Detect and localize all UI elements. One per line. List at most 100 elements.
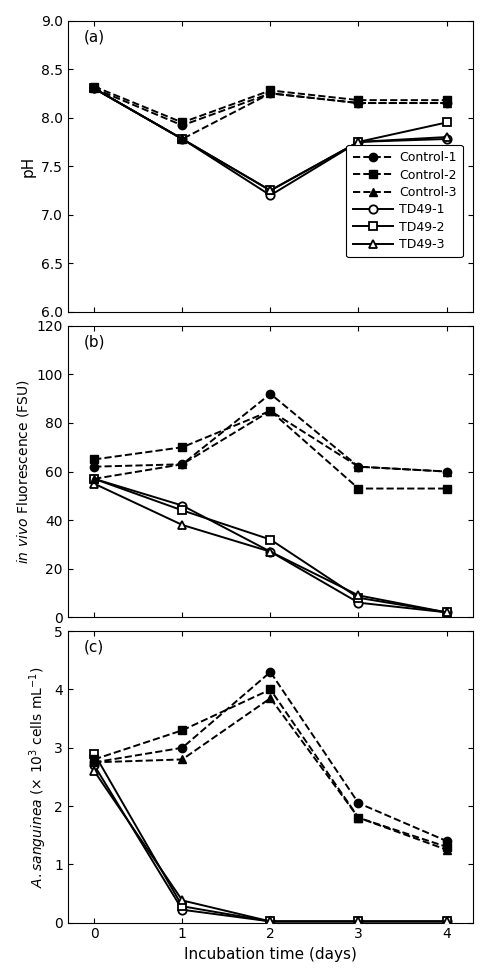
Line: Control-1: Control-1 [90,390,451,476]
Control-1 [356,461,362,473]
TD49-1 [267,190,273,201]
Control-3 [91,83,97,95]
Control-3 [444,844,449,856]
TD49-2 [91,473,97,485]
TD49-2 [356,592,362,604]
Control-3 [267,693,273,704]
TD49-3 [180,133,185,145]
TD49-3 [356,136,362,148]
Control-1 [444,466,449,478]
Control-1 [267,88,273,100]
Y-axis label: $\it{A.sanguinea}$ ($\times$ 10$^{3}$ cells mL$^{-1}$): $\it{A.sanguinea}$ ($\times$ 10$^{3}$ ce… [27,666,48,888]
TD49-3 [444,915,449,927]
Control-1 [91,461,97,473]
Control-1 [91,83,97,95]
Control-2 [444,841,449,853]
Legend: Control-1, Control-2, Control-3, TD49-1, TD49-2, TD49-3: Control-1, Control-2, Control-3, TD49-1,… [346,145,463,257]
TD49-2 [267,185,273,196]
TD49-2 [356,136,362,148]
Control-3 [356,461,362,473]
TD49-1 [267,546,273,558]
TD49-2 [267,915,273,927]
Line: TD49-3: TD49-3 [90,767,451,925]
Text: (a): (a) [84,29,105,44]
TD49-1 [91,759,97,771]
Text: (c): (c) [84,640,104,655]
Control-3 [444,466,449,478]
Control-3 [180,133,185,145]
TD49-1 [180,499,185,511]
Control-1 [267,388,273,400]
Line: TD49-1: TD49-1 [90,475,451,616]
Control-1 [267,666,273,678]
Y-axis label: pH: pH [20,155,35,177]
Control-2 [180,442,185,453]
TD49-3 [180,895,185,907]
Line: TD49-2: TD49-2 [90,749,451,925]
Control-1 [180,458,185,470]
Control-1 [356,97,362,108]
Control-3 [180,458,185,470]
Control-1 [91,756,97,768]
TD49-3 [91,478,97,489]
TD49-3 [356,589,362,601]
Control-3 [91,473,97,485]
TD49-1 [91,473,97,485]
Line: TD49-1: TD49-1 [90,84,451,199]
Line: TD49-2: TD49-2 [90,475,451,616]
TD49-3 [444,131,449,143]
X-axis label: Incubation time (days): Incubation time (days) [184,947,357,962]
TD49-1 [444,133,449,145]
Text: (b): (b) [84,334,105,350]
TD49-3 [91,765,97,777]
Control-3 [91,756,97,768]
Line: Control-2: Control-2 [90,406,451,492]
Line: TD49-3: TD49-3 [90,480,451,616]
Control-3 [444,97,449,108]
TD49-2 [356,915,362,927]
Control-2 [444,94,449,106]
TD49-2 [444,116,449,128]
Control-2 [91,753,97,765]
TD49-2 [267,533,273,545]
Y-axis label: $\it{in\ vivo}$ Fluorescence (FSU): $\it{in\ vivo}$ Fluorescence (FSU) [15,379,31,564]
Control-3 [267,405,273,417]
TD49-3 [267,915,273,927]
TD49-1 [180,133,185,145]
Line: Control-2: Control-2 [90,685,451,851]
TD49-2 [91,747,97,759]
TD49-3 [356,915,362,927]
Control-2 [356,812,362,824]
TD49-1 [180,904,185,915]
TD49-3 [180,519,185,531]
TD49-3 [267,185,273,196]
Line: Control-3: Control-3 [90,694,451,854]
Control-1 [180,119,185,131]
Control-2 [91,81,97,93]
TD49-3 [444,607,449,618]
Control-2 [356,94,362,106]
Control-2 [91,453,97,465]
Line: Control-1: Control-1 [90,668,451,845]
TD49-1 [356,915,362,927]
TD49-2 [180,133,185,145]
Control-3 [267,88,273,100]
TD49-1 [444,915,449,927]
Control-1 [444,97,449,108]
TD49-1 [356,597,362,609]
Control-1 [180,742,185,753]
TD49-2 [91,83,97,95]
TD49-2 [180,901,185,913]
Control-2 [267,684,273,696]
Control-2 [444,483,449,494]
Control-3 [356,97,362,108]
Control-2 [180,116,185,128]
Control-3 [180,753,185,765]
Line: TD49-2: TD49-2 [90,84,451,194]
Line: TD49-1: TD49-1 [90,761,451,925]
Control-1 [356,797,362,809]
TD49-2 [180,504,185,516]
TD49-3 [91,83,97,95]
Control-2 [267,405,273,417]
TD49-2 [444,607,449,618]
